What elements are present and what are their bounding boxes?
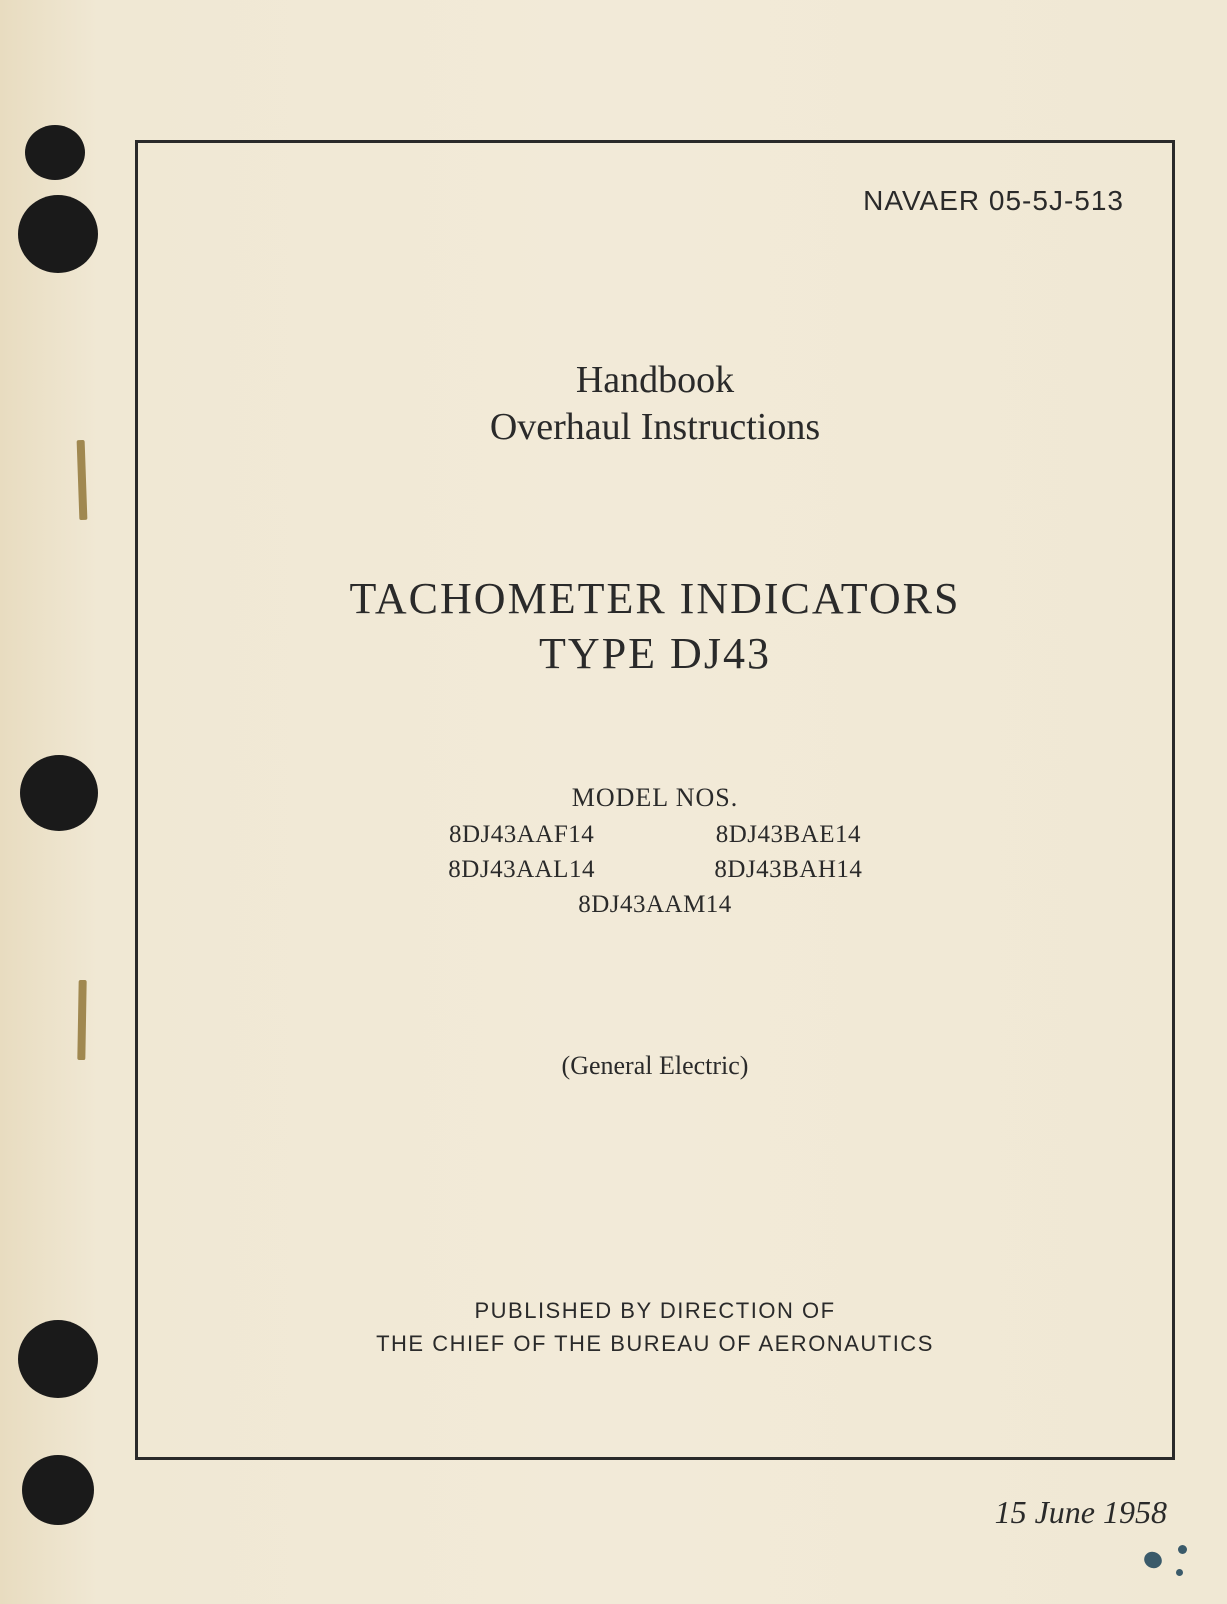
paper-speck (1176, 1569, 1183, 1576)
overhaul-label: Overhaul Instructions (138, 405, 1172, 449)
model-row: 8DJ43AAF14 8DJ43BAE14 (138, 821, 1172, 849)
punch-hole (22, 1455, 94, 1525)
model-row: 8DJ43AAM14 (138, 891, 1172, 919)
model-number: 8DJ43BAE14 (673, 821, 903, 849)
punch-hole (25, 125, 85, 180)
published-line2: THE CHIEF OF THE BUREAU OF AERONAUTICS (138, 1331, 1172, 1357)
main-title-line1: TACHOMETER INDICATORS (138, 573, 1172, 624)
punch-hole (18, 1320, 98, 1398)
published-line1: PUBLISHED BY DIRECTION OF (138, 1298, 1172, 1324)
main-title-line2: TYPE DJ43 (138, 628, 1172, 679)
punch-hole (18, 195, 98, 273)
content-border: NAVAER 05-5J-513 Handbook Overhaul Instr… (135, 140, 1175, 1460)
model-number: 8DJ43AAF14 (407, 821, 637, 849)
manufacturer-label: (General Electric) (138, 1051, 1172, 1081)
staple-mark (77, 980, 86, 1060)
model-number: 8DJ43AAL14 (407, 856, 637, 884)
model-number: 8DJ43AAM14 (578, 891, 732, 918)
staple-mark (77, 440, 88, 520)
paper-speck (1178, 1545, 1187, 1554)
publication-date: 15 June 1958 (995, 1494, 1167, 1531)
document-number: NAVAER 05-5J-513 (863, 185, 1124, 217)
paper-speck (1141, 1549, 1164, 1571)
model-row: 8DJ43AAL14 8DJ43BAH14 (138, 856, 1172, 884)
document-page: NAVAER 05-5J-513 Handbook Overhaul Instr… (0, 0, 1227, 1604)
model-number: 8DJ43BAH14 (673, 856, 903, 884)
handbook-label: Handbook (138, 358, 1172, 402)
punch-hole (20, 755, 98, 831)
model-numbers-label: MODEL NOS. (138, 783, 1172, 813)
